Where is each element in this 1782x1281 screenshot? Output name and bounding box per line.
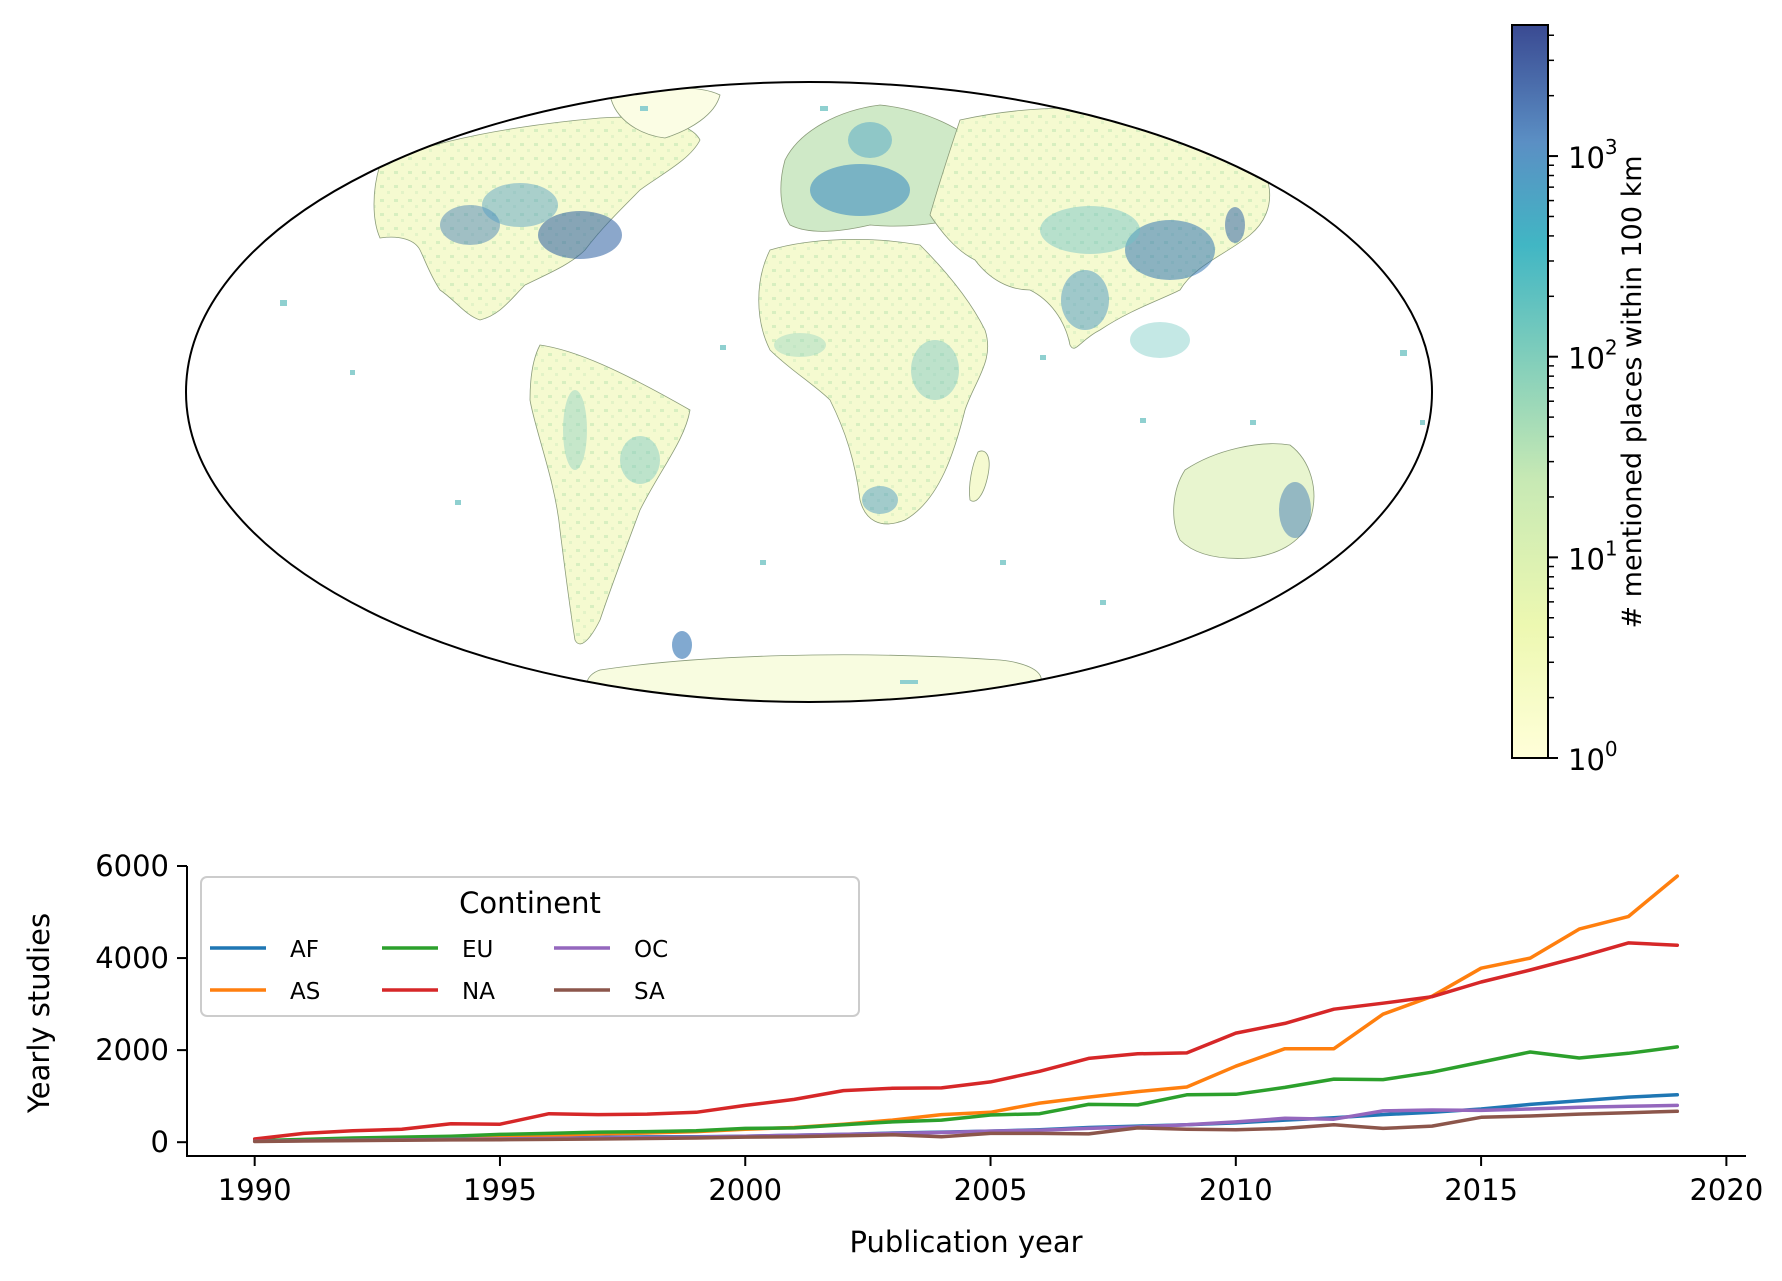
cell — [1400, 350, 1407, 356]
hotspot-india — [1061, 270, 1109, 330]
legend-box — [200, 876, 860, 1017]
series-lines — [252, 874, 1680, 1144]
cell — [1040, 355, 1046, 360]
legend-label-eu: EU — [462, 937, 493, 963]
land-south-america — [529, 344, 691, 645]
y-tick-label: 6000 — [95, 849, 169, 883]
legend-label-oc: OC — [634, 937, 668, 963]
legend-label-na: NA — [462, 979, 495, 1005]
y-axis-label: Yearly studies — [22, 913, 56, 1114]
cell — [900, 680, 918, 684]
y-tick-label: 4000 — [95, 941, 169, 975]
x-tick-label: 1995 — [463, 1173, 537, 1207]
land-masses — [280, 87, 1425, 702]
cell — [280, 300, 287, 306]
colorbar-tick-label: 103 — [1568, 135, 1618, 175]
hotspot-andes — [563, 390, 587, 470]
cell — [455, 500, 461, 505]
hotspot-south-africa — [862, 486, 898, 514]
colorbar-gradient — [1511, 24, 1549, 759]
x-tick-label: 1990 — [218, 1173, 292, 1207]
cell — [1420, 420, 1425, 425]
x-axis-label: Publication year — [849, 1225, 1082, 1259]
land-madagascar — [969, 450, 990, 502]
land-australia — [1173, 443, 1315, 559]
cell — [820, 106, 828, 111]
land-africa — [758, 239, 989, 525]
x-tick-label: 2010 — [1199, 1173, 1273, 1207]
legend-label-af: AF — [290, 937, 319, 963]
hotspot-scandinavia — [848, 122, 892, 158]
hotspot-brazil-coast — [620, 436, 660, 484]
legend-label-sa: SA — [634, 979, 665, 1005]
x-tick-label: 2020 — [1689, 1173, 1763, 1207]
hotspot-western-north-america — [440, 205, 500, 245]
hotspot-west-africa — [774, 333, 826, 357]
cell — [1250, 420, 1256, 425]
hotspot-antarctic-peninsula — [672, 631, 692, 659]
cell — [350, 370, 355, 375]
colorbar-tick-label: 101 — [1568, 536, 1618, 576]
colorbar-tick-label: 100 — [1568, 737, 1618, 777]
land-north-america — [373, 116, 701, 321]
cell — [1100, 600, 1106, 605]
y-tick-label: 2000 — [95, 1033, 169, 1067]
cell — [720, 345, 726, 350]
colorbar-ticks: 100 101 102 103 — [1548, 34, 1618, 777]
legend-label-as: AS — [290, 979, 320, 1005]
y-tick-label: 0 — [151, 1125, 169, 1159]
hotspot-southeast-asia — [1130, 322, 1190, 358]
cell — [1160, 110, 1168, 115]
x-tick-label: 2005 — [954, 1173, 1028, 1207]
line-chart: 1990 1995 2000 2005 2010 2015 2020 0 2000 4000 60… — [22, 849, 1763, 1259]
world-map — [185, 81, 1433, 703]
y-axis-ticks: 0 2000 4000 6000 — [95, 849, 187, 1159]
hotspot-central-asia — [1040, 206, 1140, 254]
hotspot-japan — [1225, 207, 1245, 243]
series-line-as — [252, 874, 1680, 1144]
hotspot-new-zealand — [1365, 567, 1385, 583]
hotspot-central-north-america — [482, 183, 558, 227]
colorbar: 100 101 102 103 # mentioned places within 1… — [1511, 24, 1648, 777]
cell — [760, 560, 766, 565]
series-line-eu — [252, 1045, 1680, 1143]
colorbar-label: # mentioned places within 100 km — [1617, 155, 1648, 628]
legend: Continent AF AS EU NA OC SA — [200, 876, 860, 1017]
cell — [1250, 160, 1256, 165]
hotspot-southeast-australia — [1279, 482, 1311, 538]
x-tick-label: 2015 — [1444, 1173, 1518, 1207]
cell — [640, 106, 648, 111]
cell — [1000, 560, 1006, 565]
hotspot-east-china — [1125, 220, 1215, 280]
hotspot-east-africa — [911, 340, 959, 400]
hotspot-western-europe — [810, 164, 910, 216]
series-line-na — [252, 941, 1680, 1141]
density-hotspots — [440, 122, 1385, 659]
legend-entries: AF AS EU NA OC SA — [210, 937, 668, 1005]
x-tick-label: 2000 — [708, 1173, 782, 1207]
x-axis-ticks: 1990 1995 2000 2005 2010 2015 2020 — [218, 1156, 1763, 1207]
hotspot-eastern-north-america — [538, 211, 622, 259]
series-line-sa — [252, 1109, 1680, 1144]
colorbar-tick-label: 102 — [1568, 336, 1618, 376]
cell — [1140, 418, 1146, 423]
map-outline — [185, 81, 1433, 703]
legend-title: Continent — [459, 886, 601, 920]
